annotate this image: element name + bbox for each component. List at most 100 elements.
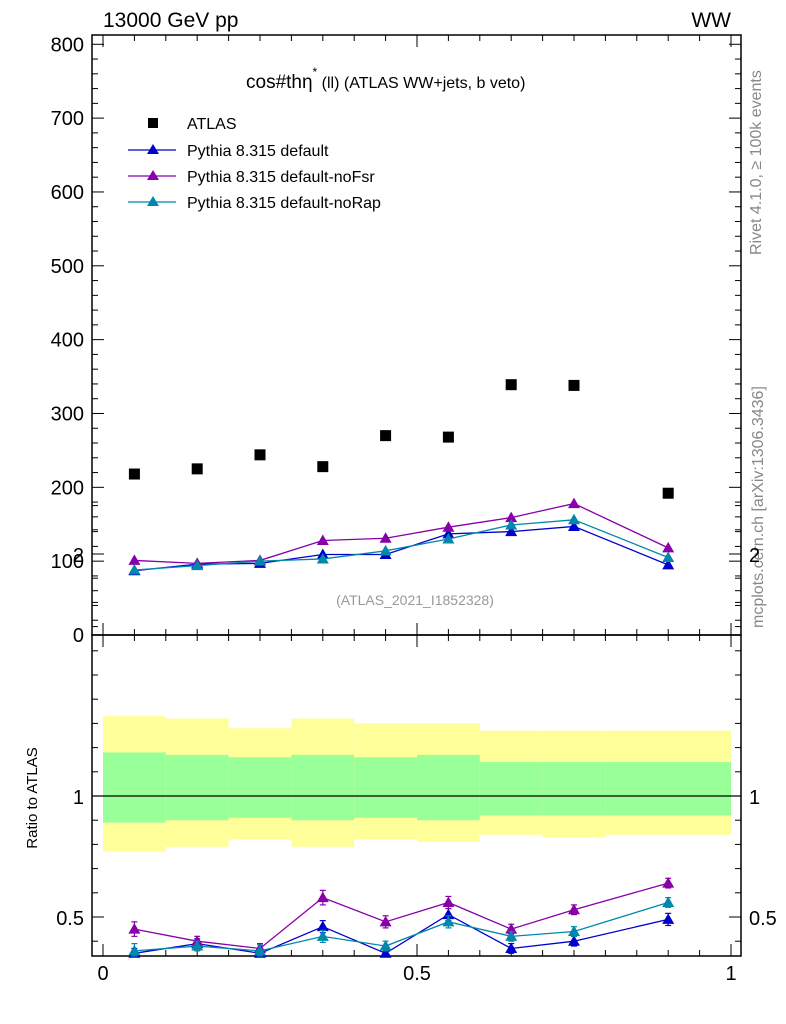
data-point-6 — [505, 379, 517, 391]
band-inner-3 — [291, 754, 355, 821]
main-ytick-label-3: 300 — [51, 403, 84, 425]
marker-noFsr-3 — [316, 534, 329, 545]
data-point-7 — [568, 379, 580, 391]
ratio-ytick-label-right-0: 0.5 — [749, 908, 777, 930]
analysis-id: (ATLAS_2021_I1852328) — [336, 592, 494, 608]
marker-noFsr-7 — [568, 497, 580, 509]
main-ytick-label-2: 200 — [51, 477, 84, 499]
main-ytick-label-4: 400 — [51, 330, 84, 352]
main-series — [128, 379, 675, 576]
marker-noRap-4 — [379, 544, 392, 556]
legend-marker-noRap — [147, 196, 159, 206]
ratio-ytick-label-0: 0.5 — [56, 908, 84, 930]
process-label: WW — [691, 9, 731, 32]
marker-default-6 — [505, 525, 518, 537]
ratio-ylabel: Ratio to ATLAS — [24, 747, 41, 848]
marker-noFsr-8 — [662, 541, 675, 553]
data-point-8 — [662, 487, 674, 499]
ratio-marker-noRap-1 — [191, 940, 204, 951]
legend-marker-noFsr — [147, 170, 159, 180]
main-ytick-label-5: 500 — [51, 256, 84, 278]
ratio-marker-noFsr-3 — [316, 891, 329, 903]
ratio-marker-default-5 — [442, 908, 455, 920]
data-point-0 — [128, 468, 140, 480]
band-inner-1 — [165, 754, 229, 821]
ratio-marker-noRap-8 — [662, 896, 675, 907]
ratio-marker-default-8 — [662, 913, 675, 924]
legend-marker-data — [148, 118, 158, 128]
main-title: cos#thη* (ll) (ATLAS WW+jets, b veto) — [246, 65, 525, 93]
marker-noRap-1 — [191, 559, 204, 571]
ratio-marker-default-6 — [505, 942, 518, 953]
ratio-ytick-label-1: 1 — [73, 787, 84, 809]
ratio-series — [128, 877, 675, 958]
main-axes: 0 100 200 300 400 500 600 700 800 — [51, 34, 742, 647]
data-point-4 — [380, 430, 392, 442]
ratio-marker-noRap-5 — [442, 915, 455, 927]
main-ytick-label-0: 0 — [73, 625, 84, 647]
ratio-marker-noFsr-5 — [442, 896, 455, 907]
main-title-main: cos#thη — [246, 72, 313, 93]
marker-default-7 — [568, 520, 580, 531]
marker-default-8 — [662, 558, 675, 570]
ratio-marker-noFsr-8 — [662, 877, 675, 888]
ratio-marker-noRap-0 — [128, 944, 141, 956]
series-line-noFsr — [134, 502, 669, 565]
rivet-label: Rivet 4.1.0, ≥ 100k events — [748, 70, 765, 255]
main-ytick-label-8: 800 — [51, 34, 84, 56]
data-point-1 — [191, 463, 203, 475]
marker-noRap-8 — [662, 551, 675, 562]
band-inner-6 — [479, 762, 543, 816]
ratio-marker-noRap-3 — [316, 930, 329, 941]
ratio-marker-default-3 — [316, 920, 329, 932]
main-ytick-label-6: 600 — [51, 182, 84, 204]
ratio-marker-default-7 — [568, 935, 580, 946]
legend: ATLAS Pythia 8.315 default Pythia 8.315 … — [128, 116, 381, 212]
ratio-marker-noRap-2 — [254, 944, 266, 956]
ratio-xtick-label-0: 0 — [97, 963, 108, 985]
ratio-marker-noFsr-0 — [128, 923, 141, 934]
marker-noRap-2 — [254, 555, 266, 566]
ratio-ytick-label-2: 2 — [73, 545, 84, 567]
main-ytick-label-1: 100 — [51, 551, 84, 573]
marker-noRap-6 — [505, 518, 518, 530]
ratio-marker-noFsr-4 — [379, 915, 392, 927]
main-title-rest: (ll) (ATLAS WW+jets, b veto) — [317, 75, 525, 92]
main-title-sup: * — [313, 65, 318, 79]
marker-noRap-7 — [568, 513, 580, 525]
data-point-2 — [254, 449, 266, 461]
ratio-marker-noRap-4 — [379, 940, 392, 951]
energy-label: 13000 GeV pp — [103, 9, 238, 32]
ratio-marker-noRap-7 — [568, 925, 580, 937]
legend-label-noRap: Pythia 8.315 default-noRap — [187, 195, 381, 212]
marker-noFsr-6 — [505, 511, 518, 523]
band-inner-7 — [542, 762, 606, 816]
marker-noFsr-4 — [379, 532, 392, 543]
ratio-axes: 0.5 0.5 1 1 2 2 0 0.5 1 — [56, 505, 777, 985]
legend-label-default: Pythia 8.315 default — [187, 143, 329, 160]
marker-noFsr-5 — [442, 521, 455, 532]
band-inner-0 — [103, 752, 166, 823]
marker-noRap-0 — [128, 564, 141, 575]
marker-noRap-5 — [442, 533, 455, 544]
main-ytick-label-7: 700 — [51, 108, 84, 130]
band-inner-2 — [228, 757, 292, 818]
ratio-marker-default-4 — [379, 947, 392, 958]
band-inner-4 — [354, 757, 417, 818]
data-point-3 — [317, 461, 329, 473]
mcplots-label: mcplots.cern.ch [arXiv:1306.3436] — [750, 386, 767, 628]
marker-noRap-3 — [316, 552, 329, 564]
band-inner-5 — [417, 754, 480, 821]
ratio-marker-noRap-6 — [505, 930, 518, 941]
legend-label-noFsr: Pythia 8.315 default-noFsr — [187, 169, 375, 186]
ratio-ytick-label-right-1: 1 — [749, 787, 760, 809]
band-inner-8 — [605, 762, 731, 816]
ratio-xtick-label-2: 1 — [725, 963, 736, 985]
ratio-bands — [103, 716, 731, 852]
legend-marker-default — [147, 144, 159, 154]
data-point-5 — [442, 431, 454, 443]
ratio-marker-noFsr-7 — [568, 903, 580, 915]
legend-label-data: ATLAS — [187, 116, 237, 133]
ratio-ytick-label-right-2: 2 — [749, 545, 760, 567]
